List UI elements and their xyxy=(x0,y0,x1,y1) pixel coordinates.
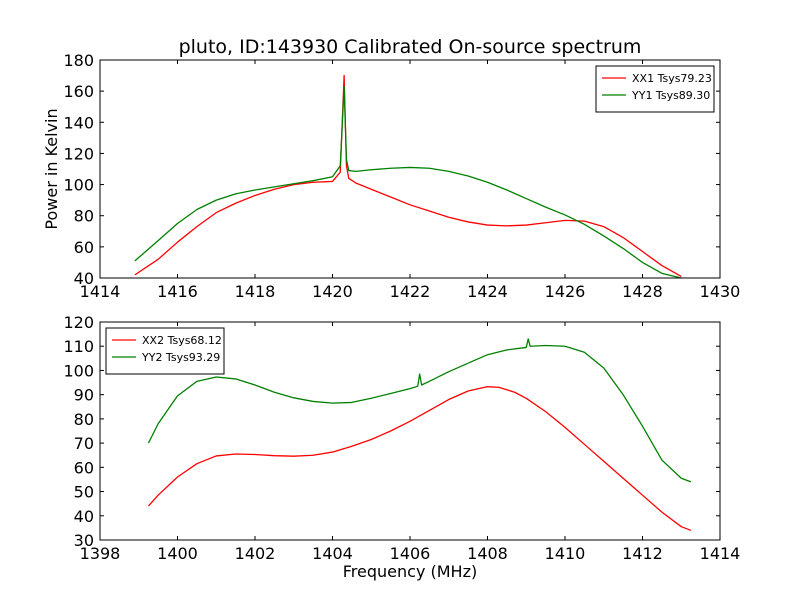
bottom-panel: 1398 1400 1402 1404 1406 1408 1410 1412 1414 30 40… xyxy=(63,313,740,581)
top-y-tick-label: 140 xyxy=(63,113,94,132)
bottom-series-line-2 xyxy=(147,338,692,483)
top-x-tick-label: 1422 xyxy=(390,282,431,301)
top-x-tick-label: 1424 xyxy=(467,282,508,301)
top-series-line-2 xyxy=(134,85,682,278)
top-x-tick-label: 1428 xyxy=(622,282,663,301)
bottom-y-tick-label: 120 xyxy=(63,313,94,332)
figure-title: pluto, ID:143930 Calibrated On-source sp… xyxy=(179,36,642,58)
bottom-y-tick-label: 70 xyxy=(74,434,94,453)
bottom-x-tick-label: 1414 xyxy=(700,544,741,563)
bottom-x-tick-label: 1406 xyxy=(390,544,431,563)
top-x-tick-label: 1420 xyxy=(312,282,353,301)
bottom-y-tick-label: 90 xyxy=(74,386,94,405)
bottom-legend-box xyxy=(105,327,225,375)
top-y-tick-label: 120 xyxy=(63,144,94,163)
bottom-x-tick-label: 1400 xyxy=(157,544,198,563)
bottom-y-tick-label: 60 xyxy=(74,458,94,477)
bottom-legend: XX2 Tsys68.12 YY2 Tsys93.29 xyxy=(105,327,225,375)
bottom-x-tick-label: 1408 xyxy=(467,544,508,563)
top-x-tick-label: 1430 xyxy=(700,282,741,301)
bottom-y-tick-label: 40 xyxy=(74,507,94,526)
top-y-tick-label: 80 xyxy=(74,207,94,226)
top-x-tick-label: 1418 xyxy=(235,282,276,301)
bottom-x-tick-label: 1402 xyxy=(235,544,276,563)
bottom-x-axis-label: Frequency (MHz) xyxy=(343,562,477,581)
bottom-legend-label-1: XX2 Tsys68.12 xyxy=(142,334,222,347)
bottom-x-tick-label: 1412 xyxy=(622,544,663,563)
top-legend-label-2: YY1 Tsys89.30 xyxy=(631,89,710,102)
top-y-tick-label: 160 xyxy=(63,82,94,101)
top-y-tick-label: 40 xyxy=(74,269,94,288)
top-x-tick-label: 1414 xyxy=(80,282,121,301)
bottom-y-tick-label: 50 xyxy=(74,483,94,502)
bottom-y-tick-label: 80 xyxy=(74,410,94,429)
top-legend-box xyxy=(595,65,715,113)
bottom-x-tick-label: 1410 xyxy=(545,544,586,563)
top-y-tick-label: 180 xyxy=(63,51,94,70)
top-panel: 1414 1416 1418 1420 1422 1424 1426 1428 1430 40 60… xyxy=(42,51,740,301)
bottom-y-tick-label: 100 xyxy=(63,361,94,380)
top-legend-label-1: XX1 Tsys79.23 xyxy=(632,72,712,85)
bottom-y-tick-label: 110 xyxy=(63,337,94,356)
bottom-y-tick-label: 30 xyxy=(74,531,94,550)
bottom-legend-label-2: YY2 Tsys93.29 xyxy=(141,351,220,364)
top-x-tick-label: 1416 xyxy=(157,282,198,301)
top-y-axis-label: Power in Kelvin xyxy=(42,108,61,229)
top-y-tick-label: 100 xyxy=(63,176,94,195)
bottom-x-tick-label: 1404 xyxy=(312,544,353,563)
top-x-tick-label: 1426 xyxy=(545,282,586,301)
bottom-series-line-1 xyxy=(147,386,692,531)
bottom-x-tick-label: 1398 xyxy=(80,544,121,563)
top-y-tick-label: 60 xyxy=(74,238,94,257)
top-legend: XX1 Tsys79.23 YY1 Tsys89.30 xyxy=(595,65,715,113)
